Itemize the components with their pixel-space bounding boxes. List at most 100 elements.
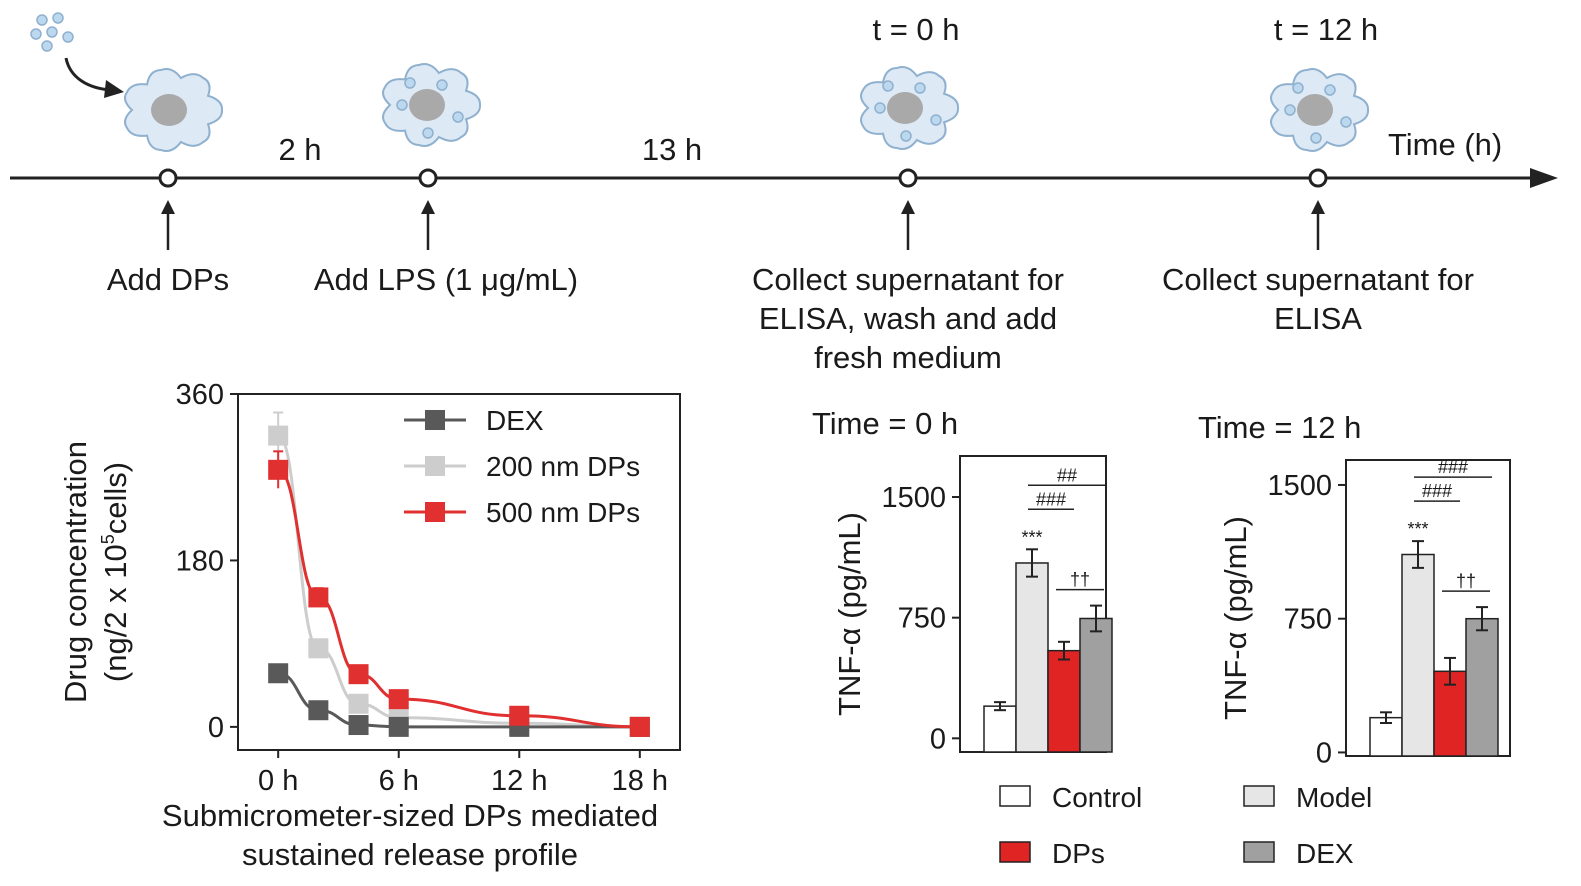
data-point (268, 663, 289, 684)
particle (1340, 116, 1352, 128)
legend-label-model: Model (1296, 782, 1372, 813)
step-label-2-line-0: Collect supernatant for (752, 262, 1064, 297)
series-line-0 (277, 671, 640, 729)
step-label-3-line-1: ELISA (1274, 301, 1362, 336)
step-arrowhead-icon (421, 200, 435, 214)
data-point (348, 664, 369, 685)
data-point (348, 693, 369, 714)
data-point (308, 587, 329, 608)
legend-label: 200 nm DPs (486, 451, 640, 482)
legend-marker (425, 456, 445, 476)
step-arrowhead-icon (1311, 200, 1325, 214)
legend-marker (425, 410, 445, 430)
data-point (268, 425, 289, 446)
significance-stars: *** (1021, 527, 1042, 547)
time-mark-0h: t = 0 h (872, 12, 959, 47)
time-mark-12h: t = 12 h (1274, 12, 1378, 47)
x-tick-label: 12 h (491, 765, 547, 797)
data-point (509, 705, 530, 726)
chart-caption: Submicrometer-sized DPs mediated (162, 798, 658, 833)
step-arrowhead-icon (161, 200, 175, 214)
data-point (268, 459, 289, 480)
chart-caption: sustained release profile (242, 837, 578, 872)
legend-swatch-dex (1243, 841, 1275, 863)
cell-nucleus (151, 94, 187, 126)
y-axis-label: TNF-α (pg/mL) (1218, 516, 1253, 720)
release-profile-chart: 0 180 360 0 h 6 h 12 h 18 h Drug concentration(… (58, 379, 681, 872)
x-tick-label: 6 h (379, 765, 419, 797)
significance-daggers: †† (1070, 570, 1090, 590)
legend-swatch-model (1243, 785, 1275, 807)
curved-arrowhead-icon (104, 80, 124, 98)
curved-arrow-icon (64, 57, 111, 92)
timeline: Time (h) 2 h 13 h t = 0 h t = 12 h Add D… (10, 12, 1558, 375)
y-tick-label: 0 (1316, 737, 1332, 769)
cell-icon (124, 68, 224, 152)
x-tick-label: 18 h (612, 765, 668, 797)
particle (1324, 84, 1336, 96)
particle (900, 130, 912, 142)
y-axis-label: TNF-α (pg/mL) (832, 512, 867, 716)
timeline-axis-label: Time (h) (1388, 127, 1502, 162)
y-axis-label-end: cells) (98, 462, 133, 534)
particle (452, 111, 464, 123)
legend-label-dex: DEX (1296, 838, 1354, 869)
tnf-bar-chart-12h: Time = 12 h 0 750 1500 TNF-α (pg/mL) *** †† ###… (1198, 410, 1511, 769)
bar-chart-title: Time = 0 h (812, 406, 958, 441)
y-tick-label: 750 (1284, 604, 1332, 636)
cell-nucleus (887, 92, 923, 124)
particle (874, 102, 886, 114)
legend-marker (425, 502, 445, 522)
y-tick-label: 750 (898, 603, 946, 635)
legend-label-dps: DPs (1052, 838, 1105, 869)
bar-control (983, 705, 1017, 753)
cell-icon (382, 63, 482, 147)
particle (1310, 132, 1322, 144)
step-label-0-line-0: Add DPs (107, 262, 229, 297)
step-label-2-line-2: fresh medium (814, 340, 1002, 375)
series-line-1 (277, 434, 640, 729)
step-label-3-line-0: Collect supernatant for (1162, 262, 1474, 297)
cell-nucleus (1297, 94, 1333, 126)
timeline-arrowhead-icon (1530, 168, 1558, 188)
series-line-2 (277, 468, 640, 729)
legend-swatch-dps (999, 841, 1031, 863)
step-arrowhead-icon (901, 200, 915, 214)
significance-hash-dps: ### (1422, 481, 1452, 501)
data-point (629, 716, 650, 737)
timeline-node (418, 168, 438, 188)
legend-label-control: Control (1052, 782, 1142, 813)
y-tick-label: 180 (176, 545, 224, 577)
data-point (308, 638, 329, 659)
y-axis-label-sup: 5 (98, 534, 118, 544)
timeline-node (1308, 168, 1328, 188)
significance-hash-dps: ### (1036, 489, 1066, 509)
y-axis-label-line1: Drug concentration (58, 441, 93, 703)
particle (1292, 82, 1304, 94)
y-tick-label: 0 (208, 712, 224, 744)
particle (404, 77, 416, 89)
legend-label: 500 nm DPs (486, 497, 640, 528)
x-tick-label: 0 h (258, 765, 298, 797)
bar-dps (1047, 649, 1081, 753)
particle (914, 82, 926, 94)
interval-label-2h: 2 h (278, 132, 321, 167)
data-point (388, 689, 409, 710)
particle (422, 127, 434, 139)
bar-model (1015, 562, 1049, 753)
timeline-node (898, 168, 918, 188)
data-point (308, 700, 329, 721)
data-point (388, 716, 409, 737)
step-label-2-line-1: ELISA, wash and add (759, 301, 1057, 336)
significance-stars: *** (1407, 519, 1428, 539)
y-tick-label: 0 (930, 723, 946, 755)
y-tick-label: 1500 (1267, 470, 1332, 502)
y-axis-label: Drug concentration (ng/2 x 105cells) (58, 441, 133, 703)
y-tick-label: 1500 (881, 482, 946, 514)
bar-chart-title: Time = 12 h (1198, 410, 1361, 445)
particle (1284, 104, 1296, 116)
particle (930, 114, 942, 126)
plot-frame (237, 393, 681, 751)
data-point (348, 715, 369, 736)
